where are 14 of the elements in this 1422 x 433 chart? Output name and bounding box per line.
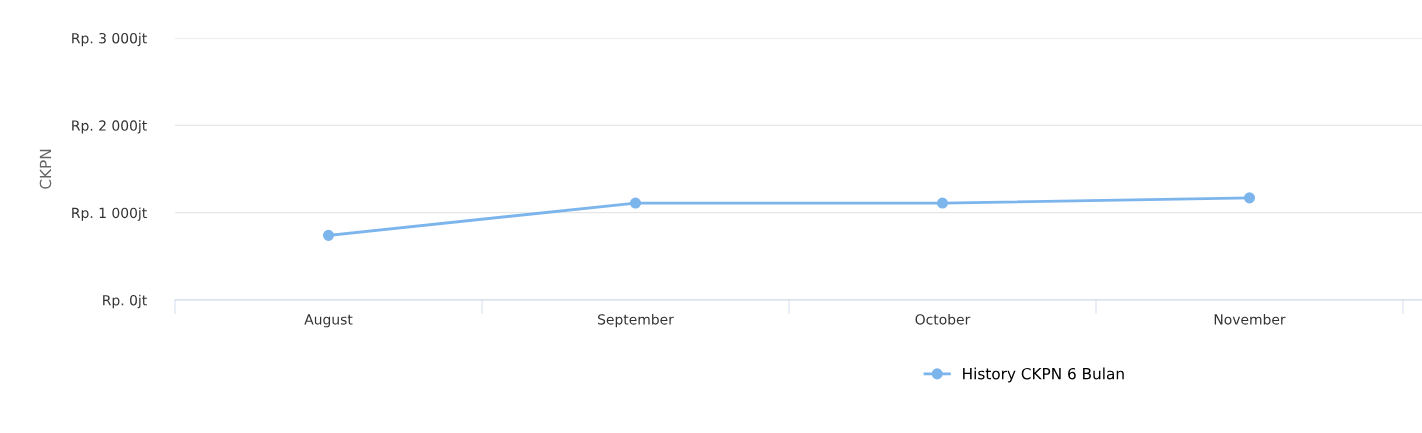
x-tick-label: October (915, 313, 971, 325)
point (1243, 192, 1256, 204)
y-tick-label: Rp. 2 000jt (72, 120, 147, 134)
y-tick-label: Rp. 3 000jt (72, 32, 147, 47)
point (936, 197, 949, 209)
y-axis-title: CKPN (39, 149, 52, 189)
y-tick-label: Rp. 0jt (103, 294, 147, 309)
y-tick-label: Rp. 1 000jt (72, 207, 147, 221)
x-tick-label: November (1214, 313, 1286, 325)
legend-label: History CKPN 6 Bulan (963, 367, 1124, 383)
x-tick-label: September (598, 313, 674, 328)
point (322, 229, 335, 241)
point (629, 197, 642, 209)
x-tick-label: August (304, 314, 353, 328)
